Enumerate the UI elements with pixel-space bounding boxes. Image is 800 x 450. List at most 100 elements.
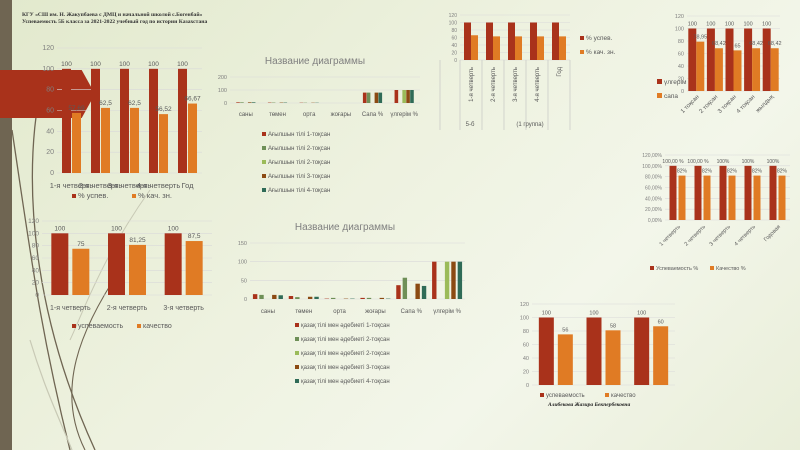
legend-label: качество [611, 393, 636, 399]
header: КГУ «СШ им. Н. Жакупбаева с ДМЦ и началь… [22, 12, 207, 26]
legend-swatch [262, 174, 266, 178]
y-tick-label: 50 [241, 278, 247, 284]
x-tick-label: саны [239, 112, 253, 118]
y-tick-label: 60 [678, 52, 684, 58]
author-name: Алибекова Жазира Бекпербековна [548, 402, 631, 408]
data-label: 82% [677, 169, 688, 175]
bar [314, 296, 319, 299]
legend-label: қазақ тілі мен әдебиеті 4-тоқсан [301, 379, 390, 385]
legend-swatch [605, 393, 609, 397]
bar [703, 175, 711, 220]
bar [694, 165, 702, 220]
y-tick-label: 20 [46, 149, 54, 156]
y-tick-label: 100 [675, 27, 684, 33]
y-tick-label: 100 [449, 21, 458, 27]
data-label: 65 [734, 43, 740, 49]
data-label: 100 [54, 225, 65, 232]
bar [406, 90, 410, 103]
bar [586, 317, 602, 385]
bar [770, 48, 779, 91]
x-tick-label: Сапа % [401, 309, 423, 315]
y-tick-label: 120,00% [642, 153, 662, 159]
legend-label: қазақ тілі мен әдебиеті 1-тоқсан [301, 323, 390, 329]
data-label: 82% [777, 169, 788, 175]
legend-swatch [72, 194, 76, 198]
y-tick-label: 60 [451, 36, 457, 42]
y-tick-label: 120 [520, 302, 529, 308]
legend-label: % успев. [586, 35, 613, 42]
bar [129, 244, 146, 295]
bar [432, 261, 437, 299]
data-label: 100 [637, 311, 646, 317]
y-tick-label: 100 [28, 230, 39, 237]
y-tick-label: 60 [523, 343, 529, 349]
bar [515, 36, 522, 60]
bar [101, 107, 110, 173]
y-tick-label: 40 [451, 43, 457, 49]
bar [379, 297, 385, 299]
x-tick-label: 4 четверть [734, 224, 757, 247]
data-label: 100 [61, 61, 72, 68]
bar [634, 317, 650, 385]
data-label: 100 [148, 61, 159, 68]
legend-swatch [132, 194, 136, 198]
title-arrow-shape [0, 70, 95, 118]
x-tick-label: 3 тоқсан [717, 94, 738, 115]
y-tick-label: 20 [32, 280, 40, 287]
data-label: 68,42 [712, 41, 726, 47]
legend-swatch [295, 337, 299, 341]
x-tick-label: үлгерім % [433, 309, 461, 315]
bar [362, 92, 367, 103]
y-tick-label: 80 [678, 39, 684, 45]
bar [272, 294, 277, 299]
legend-swatch [540, 393, 544, 397]
bar [236, 102, 240, 103]
x-tick-label: саны [261, 309, 275, 315]
data-label: 57,69 [68, 105, 85, 112]
x-tick-label: Год [557, 67, 563, 77]
bar [762, 28, 771, 91]
bar [557, 334, 573, 385]
legend-label: Ағылшын тілі 2-тоқсан [268, 160, 330, 166]
x-tick-label: 1-я четверть [50, 181, 94, 190]
bar [178, 68, 187, 173]
y-tick-label: 120 [449, 13, 458, 19]
bar [378, 92, 383, 103]
y-tick-label: 120 [675, 14, 684, 20]
x-tick-label: төмен [295, 309, 312, 315]
bar [240, 102, 244, 103]
x-tick-label: 2 четверть [684, 224, 707, 247]
bar [486, 22, 493, 60]
y-tick-label: 0 [244, 297, 247, 303]
legend-label: успеваемость [78, 323, 123, 330]
bar [307, 296, 313, 299]
data-label: 100 [111, 225, 122, 232]
x-tick-label: үлгерім % [390, 112, 418, 118]
bar [421, 285, 427, 299]
bar [51, 233, 69, 295]
y-tick-label: 80 [451, 28, 457, 34]
y-tick-label: 40 [46, 128, 54, 135]
y-tick-label: 0,00% [648, 218, 663, 224]
legend-label: Успеваемость % [656, 266, 698, 272]
legend-label: сапа [664, 93, 678, 100]
y-tick-label: 40 [523, 356, 529, 362]
legend-swatch [580, 50, 584, 54]
bar [706, 28, 715, 91]
data-label: 100 [744, 22, 753, 28]
y-tick-label: 100 [238, 260, 247, 266]
bar [360, 297, 365, 299]
x-tick-label: орта [303, 112, 316, 118]
header-school: КГУ «СШ им. Н. Жакупбаева с ДМЦ и началь… [22, 12, 203, 18]
y-tick-label: 80 [523, 329, 529, 335]
data-label: 68,42 [768, 41, 782, 47]
bar [91, 68, 100, 173]
y-tick-label: 0 [35, 292, 39, 299]
x-tick-label: 1 тоқсан [680, 94, 701, 115]
chart-quarter-progress: 0 20 40 60 80 100 120 100 75 1-я четверть 100 81,25… [28, 218, 212, 330]
y-tick-label: 0 [224, 101, 227, 107]
x-tick-label: 3-я четверть [163, 305, 204, 312]
bar [374, 92, 379, 103]
bar [366, 92, 371, 103]
